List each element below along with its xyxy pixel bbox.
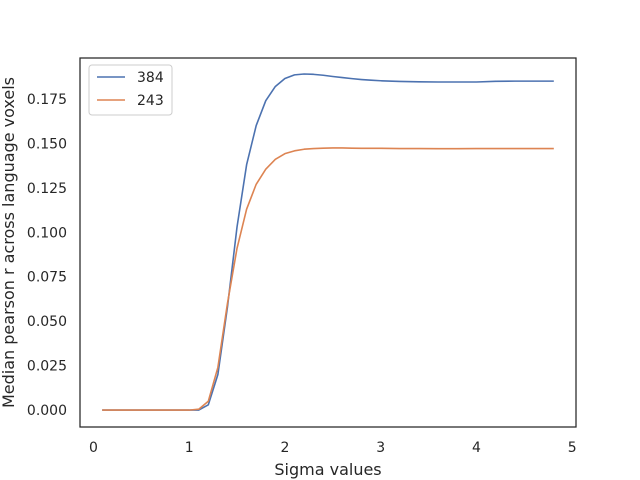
x-tick-label: 2 — [280, 440, 289, 456]
y-tick-label: 0.050 — [27, 314, 67, 330]
x-tick-label: 4 — [472, 440, 481, 456]
series-line-243 — [102, 147, 554, 411]
y-tick-label: 0.025 — [27, 359, 67, 375]
y-axis-label: Median pearson r across language voxels — [0, 77, 18, 408]
y-tick-label: 0.000 — [27, 403, 67, 419]
y-tick-label: 0.075 — [27, 270, 67, 286]
y-tick-label: 0.150 — [27, 136, 67, 152]
legend-label-384: 384 — [137, 70, 164, 86]
x-tick-label: 3 — [376, 440, 385, 456]
y-tick-label: 0.100 — [27, 225, 67, 241]
legend-label-243: 243 — [137, 93, 164, 109]
x-tick-label: 5 — [568, 440, 577, 456]
y-axis-ticks: 0.000 0.025 0.050 0.075 0.100 0.125 0.150 0.175 — [27, 92, 67, 419]
x-tick-label: 1 — [185, 440, 194, 456]
plot-frame — [79, 57, 577, 428]
series-layer — [102, 73, 554, 411]
x-axis-ticks: 0 1 2 3 4 5 — [89, 440, 577, 456]
x-tick-label: 0 — [89, 440, 98, 456]
x-axis-label: Sigma values — [274, 460, 381, 479]
y-tick-label: 0.175 — [27, 92, 67, 108]
y-tick-label: 0.125 — [27, 181, 67, 197]
